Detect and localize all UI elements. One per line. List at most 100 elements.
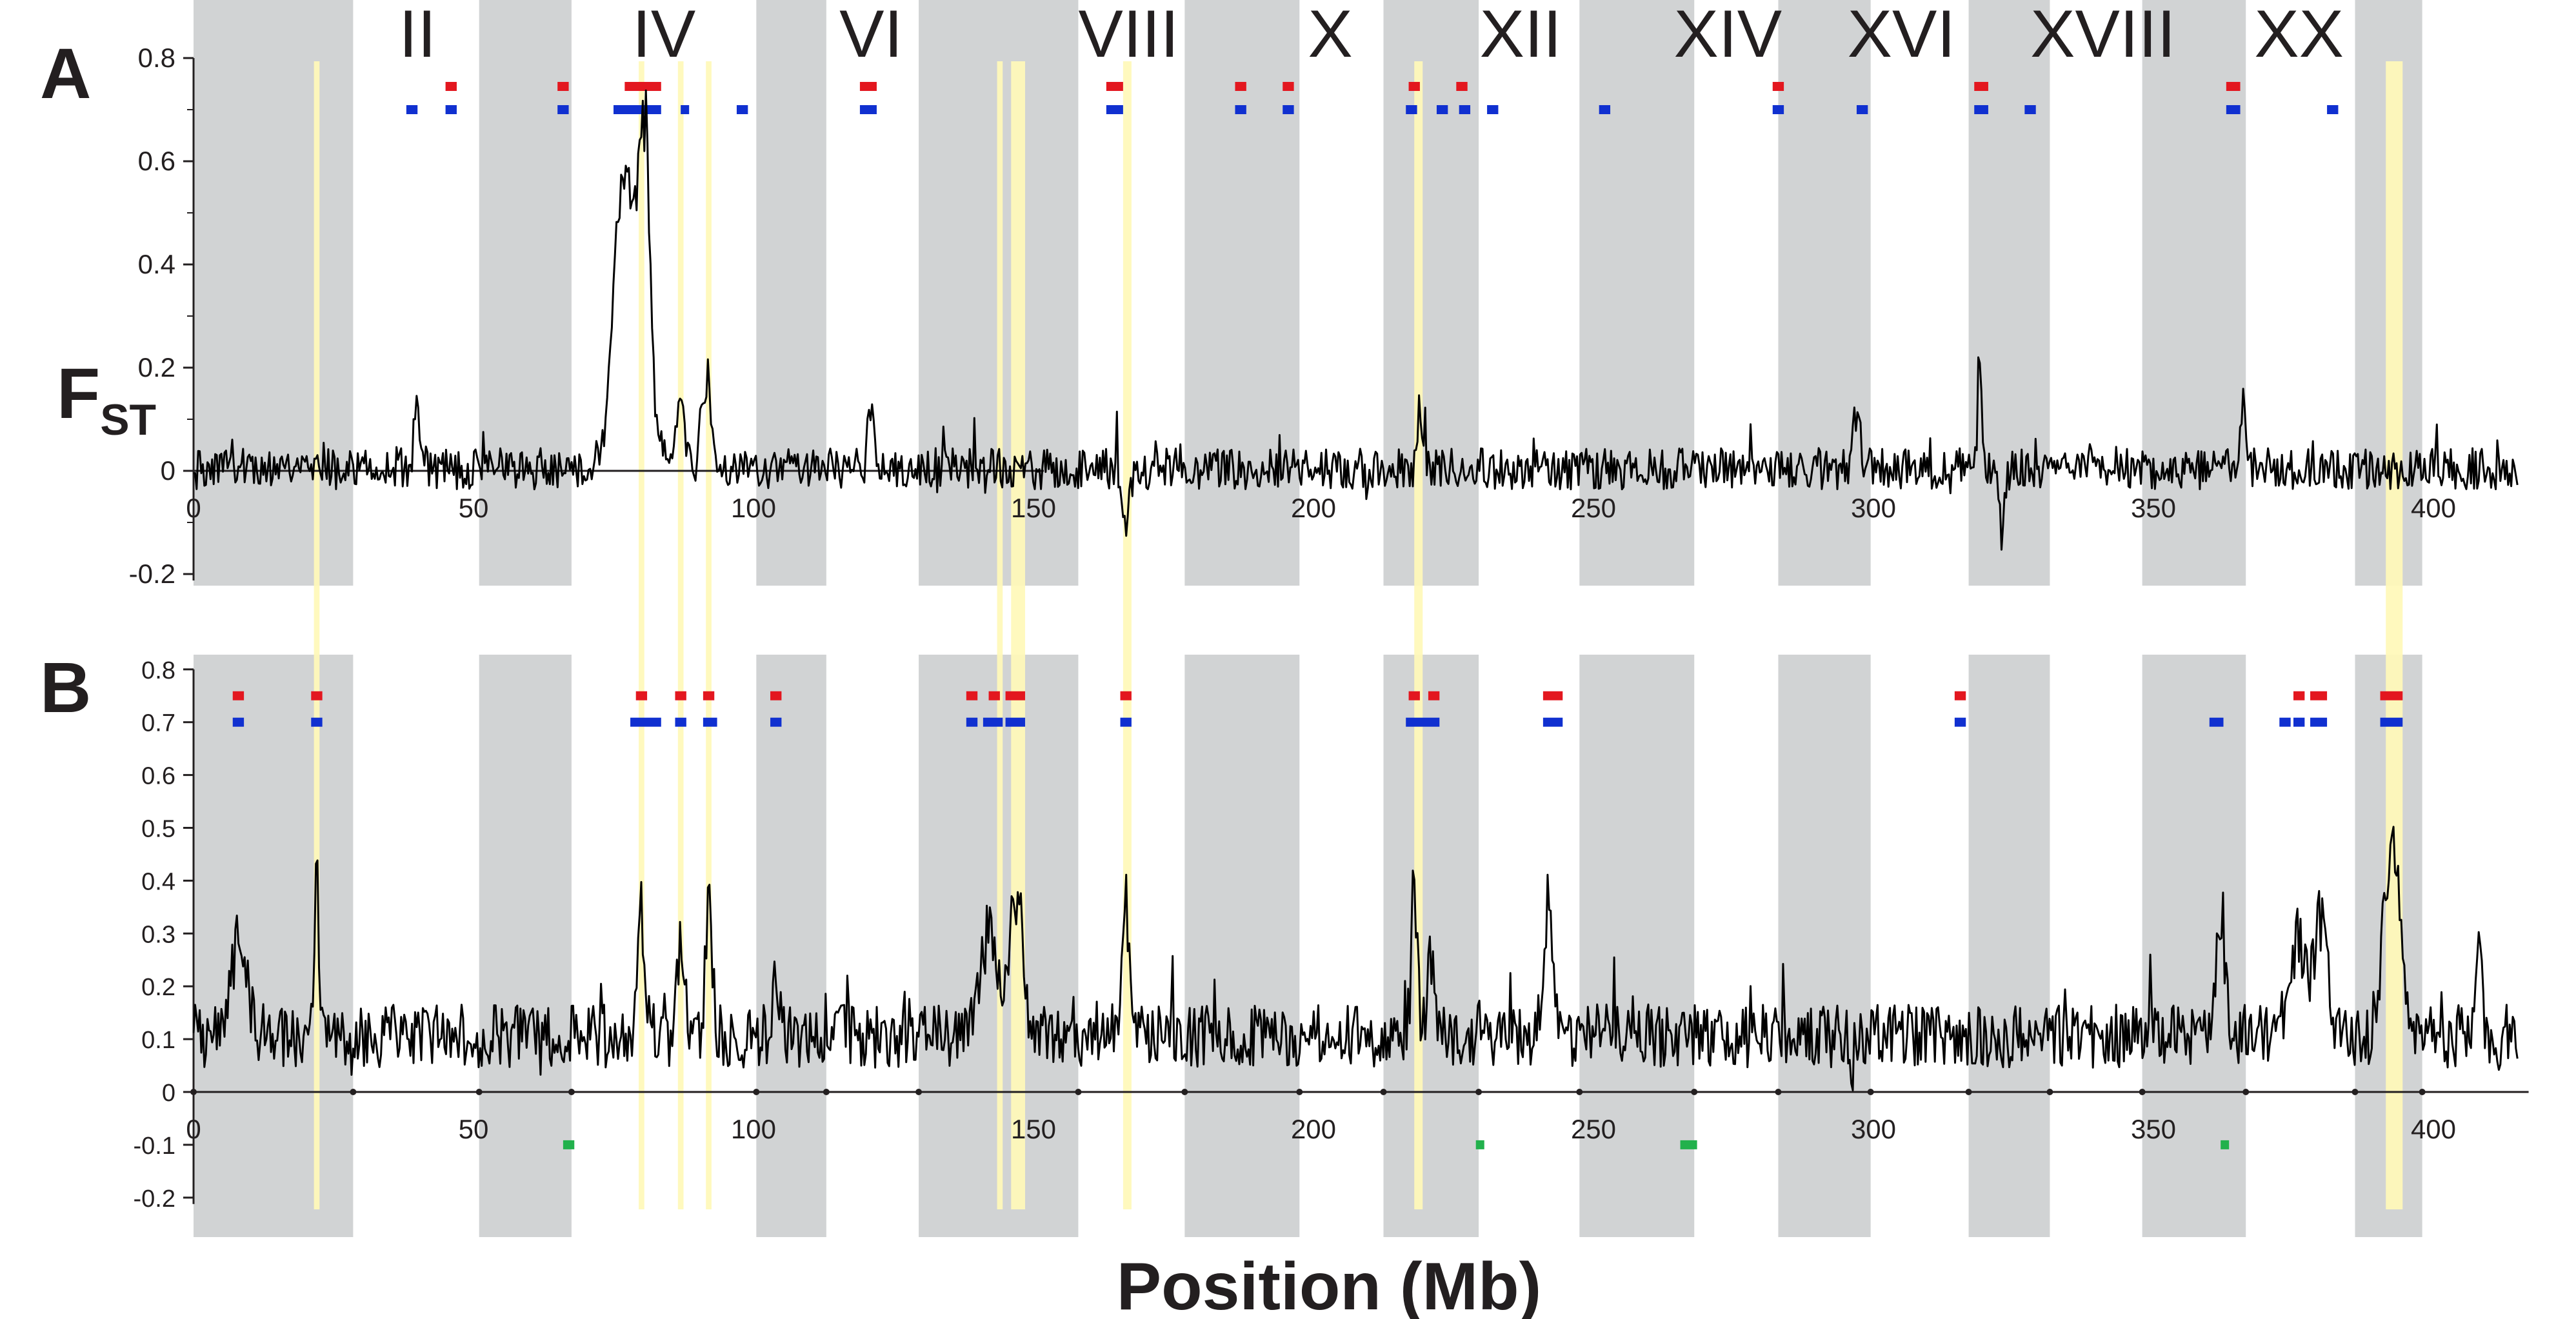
chromosome-boundary-dot bbox=[915, 1089, 923, 1095]
red-marker bbox=[1408, 691, 1420, 700]
chromosome-band bbox=[756, 655, 826, 1237]
chromosome-label: II bbox=[399, 0, 436, 72]
y-tick-label: 0.2 bbox=[141, 974, 175, 1001]
blue-marker bbox=[1235, 105, 1246, 114]
chromosome-band bbox=[2142, 655, 2246, 1237]
panel-a-ylabel: FST bbox=[57, 354, 156, 444]
chromosome-band bbox=[194, 655, 354, 1237]
blue-marker bbox=[1120, 717, 1132, 727]
chromosome-labels: II IV VI VIII X XII XIV XVI XVIII XX bbox=[399, 0, 2344, 72]
chromosome-boundary-dot bbox=[2351, 1089, 2359, 1095]
x-tick-label: 0 bbox=[186, 493, 201, 523]
blue-marker bbox=[2293, 717, 2305, 727]
blue-marker bbox=[1954, 717, 1966, 727]
red-marker bbox=[1954, 691, 1966, 700]
blue-marker bbox=[445, 105, 457, 114]
y-tick-label: 0.6 bbox=[138, 146, 175, 176]
red-marker bbox=[557, 82, 569, 91]
red-marker bbox=[1005, 691, 1025, 700]
y-tick-label: 0 bbox=[161, 455, 175, 486]
red-marker bbox=[232, 691, 245, 700]
chromosome-boundary-dot bbox=[568, 1089, 575, 1095]
red-marker bbox=[1235, 82, 1246, 91]
blue-marker bbox=[1599, 105, 1611, 114]
y-tick-label: 0.7 bbox=[141, 710, 175, 737]
chromosome-boundary-dot bbox=[190, 1089, 197, 1095]
x-tick-label: 400 bbox=[2411, 493, 2456, 523]
blue-marker bbox=[2209, 717, 2224, 727]
blue-marker bbox=[2279, 717, 2291, 727]
blue-marker bbox=[770, 717, 782, 727]
chromosome-label: XVI bbox=[1848, 0, 1956, 72]
chromosome-boundary-dot bbox=[1691, 1089, 1698, 1095]
red-marker bbox=[624, 82, 661, 91]
red-marker bbox=[2310, 691, 2328, 700]
y-tick-label: 0.8 bbox=[138, 43, 175, 73]
panel-a-letter: A bbox=[40, 34, 91, 114]
chromosome-band bbox=[1383, 0, 1479, 586]
blue-marker bbox=[675, 717, 686, 727]
blue-marker bbox=[2327, 105, 2339, 114]
green-marker bbox=[2221, 1140, 2230, 1149]
green-marker bbox=[1680, 1140, 1697, 1149]
chromosome-boundary-dot bbox=[1181, 1089, 1188, 1095]
blue-marker bbox=[1406, 105, 1417, 114]
x-tick-label: 200 bbox=[1291, 493, 1336, 523]
chromosome-label: IV bbox=[632, 0, 695, 72]
blue-marker bbox=[966, 717, 978, 727]
blue-marker bbox=[1543, 717, 1563, 727]
chromosome-boundary-dot bbox=[2242, 1089, 2250, 1095]
x-tick-label: 0 bbox=[186, 1114, 201, 1144]
chromosome-label: X bbox=[1308, 0, 1352, 72]
chromosome-boundary-dot bbox=[823, 1089, 830, 1095]
chromosome-band bbox=[1184, 655, 1300, 1237]
x-tick-label: 250 bbox=[1571, 493, 1616, 523]
blue-marker bbox=[736, 105, 748, 114]
chromosome-boundary-dot bbox=[1965, 1089, 1972, 1095]
red-marker bbox=[1974, 82, 1988, 91]
chromosome-band bbox=[1579, 655, 1695, 1237]
blue-marker bbox=[1436, 105, 1448, 114]
red-marker bbox=[1283, 82, 1294, 91]
highlight-band bbox=[997, 61, 1003, 1209]
highlight-band bbox=[314, 61, 320, 1209]
chromosome-boundary-dot bbox=[475, 1089, 483, 1095]
x-tick-label: 250 bbox=[1571, 1114, 1616, 1144]
x-tick-label: 50 bbox=[459, 493, 489, 523]
y-tick-label: -0.1 bbox=[134, 1133, 175, 1160]
x-tick-label: 100 bbox=[731, 1114, 776, 1144]
blue-marker bbox=[311, 717, 323, 727]
blue-marker bbox=[2226, 105, 2241, 114]
chromosome-boundary-dot bbox=[753, 1089, 760, 1095]
blue-marker bbox=[1974, 105, 1988, 114]
y-tick-label: 0.4 bbox=[138, 249, 175, 279]
blue-marker bbox=[1283, 105, 1294, 114]
highlight-band bbox=[639, 61, 644, 1209]
red-marker bbox=[675, 691, 686, 700]
fst-series-line bbox=[192, 826, 2519, 1091]
red-marker bbox=[859, 82, 877, 91]
blue-marker bbox=[1406, 717, 1440, 727]
green-marker bbox=[563, 1140, 575, 1149]
red-marker bbox=[770, 691, 782, 700]
blue-marker bbox=[557, 105, 569, 114]
y-tick-label: 0.4 bbox=[141, 868, 175, 895]
chromosome-label: VI bbox=[839, 0, 903, 72]
chromosome-boundary-dot bbox=[2139, 1089, 2146, 1095]
blue-marker bbox=[1459, 105, 1471, 114]
y-tick-label: 0.1 bbox=[141, 1027, 175, 1054]
red-marker bbox=[311, 691, 323, 700]
blue-marker bbox=[1856, 105, 1868, 114]
blue-marker bbox=[2380, 717, 2403, 727]
red-marker bbox=[635, 691, 648, 700]
panel-a: A FST -0.2 0 0.2 0.4 0.6 0.8 0 50 100 150 200 250 30… bbox=[40, 34, 2519, 589]
panel-b: B -0.2 -0.1 0 0.1 0.2 0.3 0.4 0.5 0.6 0.7 0.8 0 50 10… bbox=[40, 648, 2529, 1213]
panel-b-letter: B bbox=[40, 648, 91, 728]
highlight-bands bbox=[314, 61, 2403, 1209]
x-tick-label: 300 bbox=[1851, 1114, 1896, 1144]
red-marker bbox=[703, 691, 715, 700]
x-tick-label: 300 bbox=[1851, 493, 1896, 523]
blue-marker bbox=[2024, 105, 2036, 114]
blue-marker bbox=[1487, 105, 1499, 114]
